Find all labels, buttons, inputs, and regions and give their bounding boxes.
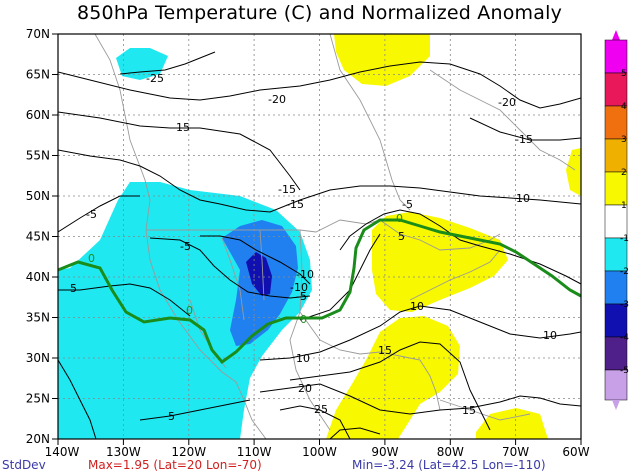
lon-label: 110W bbox=[237, 445, 272, 459]
contour-label: -15 bbox=[172, 121, 190, 134]
colorbar-label: -2 bbox=[620, 267, 629, 277]
zero-label: 0 bbox=[396, 212, 403, 225]
colorbar-label: -3 bbox=[620, 300, 629, 310]
positive-anomaly-region-central bbox=[372, 212, 508, 312]
contour-label: 5 bbox=[168, 410, 175, 423]
axis-ticks bbox=[52, 33, 582, 445]
lon-label: 100W bbox=[302, 445, 337, 459]
contour-label: -20 bbox=[498, 96, 516, 109]
positive-anomaly-region-east-edge bbox=[566, 148, 581, 196]
colorbar-top-triangle bbox=[612, 30, 620, 40]
zero-label: 0 bbox=[88, 252, 95, 265]
colorbar-label: -5 bbox=[620, 366, 629, 376]
contour-label: -25 bbox=[146, 72, 164, 85]
lat-label: 55N bbox=[26, 149, 50, 163]
contour-label: -5 bbox=[402, 198, 413, 211]
min-readout: Min=-3.24 (Lat=42.5 Lon=-110) bbox=[352, 458, 546, 472]
contour-label: -10 bbox=[296, 268, 314, 281]
lon-label: 60W bbox=[562, 445, 589, 459]
contour-label: 25 bbox=[314, 403, 328, 416]
longitude-labels: 140W 130W 120W 110W 100W 90W 80W 70W 60W bbox=[45, 445, 590, 459]
anomaly-minus3-region bbox=[246, 252, 272, 296]
colorbar-label: 3 bbox=[621, 135, 627, 145]
lat-label: 50N bbox=[26, 189, 50, 203]
zero-label: 0 bbox=[300, 313, 307, 326]
colorbar-label: -1 bbox=[620, 234, 629, 244]
contour-label: 15 bbox=[378, 344, 392, 357]
map-title: 850hPa Temperature (C) and Normalized An… bbox=[76, 2, 563, 24]
colorbar-label: 4 bbox=[621, 102, 627, 112]
contour-label: 15 bbox=[462, 404, 476, 417]
lat-label: 65N bbox=[26, 68, 50, 82]
lat-label: 35N bbox=[26, 311, 50, 325]
contour-label: -5 bbox=[86, 208, 97, 221]
lat-label: 60N bbox=[26, 108, 50, 122]
negative-anomaly-region-north bbox=[116, 48, 168, 80]
contour-label: -15 bbox=[278, 183, 296, 196]
negative-anomaly-region-south bbox=[135, 426, 190, 439]
footer-stats: StdDev Max=1.95 (Lat=20 Lon=-70) Min=-3.… bbox=[0, 458, 639, 474]
contour-label: -5 bbox=[180, 240, 191, 253]
temperature-contours bbox=[58, 51, 581, 439]
lat-label: 40N bbox=[26, 270, 50, 284]
max-readout: Max=1.95 (Lat=20 Lon=-70) bbox=[88, 458, 262, 472]
lat-label: 25N bbox=[26, 392, 50, 406]
colorbar-label: 5 bbox=[621, 69, 627, 79]
colorbar: 5 4 3 2 1 -1 -2 -3 -4 -5 bbox=[604, 30, 629, 410]
contour-label: 10 bbox=[516, 192, 530, 205]
colorbar-bottom-triangle bbox=[612, 400, 620, 410]
lon-label: 120W bbox=[171, 445, 206, 459]
stddev-label: StdDev bbox=[2, 458, 46, 472]
contour-label: -15 bbox=[286, 198, 304, 211]
contour-label: 5 bbox=[398, 230, 405, 243]
contour-label: -5 bbox=[296, 290, 307, 303]
lat-label: 70N bbox=[26, 27, 50, 41]
contour-label: -10 bbox=[290, 281, 308, 294]
positive-anomaly-region-north bbox=[334, 34, 430, 86]
lat-label: 20N bbox=[26, 432, 50, 446]
lat-label: 45N bbox=[26, 230, 50, 244]
contour-labels: -25 -20 -20 -15 -15 -15 -15 -10 -10 -5 -… bbox=[70, 72, 557, 423]
zero-isotherm bbox=[58, 218, 581, 365]
positive-anomaly-region-southeast bbox=[476, 408, 548, 439]
colorbar-labels: 5 4 3 2 1 -1 -2 -3 -4 -5 bbox=[620, 69, 629, 376]
lon-label: 90W bbox=[371, 445, 398, 459]
lon-label: 80W bbox=[437, 445, 464, 459]
lon-label: 70W bbox=[502, 445, 529, 459]
anomaly-shading bbox=[58, 34, 581, 439]
colorbar-label: -4 bbox=[620, 333, 629, 343]
colorbar-label: 1 bbox=[621, 201, 627, 211]
positive-anomaly-region-gulf bbox=[326, 316, 460, 439]
latitude-labels: 70N 65N 60N 55N 50N 45N 40N 35N 30N 25N … bbox=[26, 27, 50, 446]
lon-label: 140W bbox=[45, 445, 80, 459]
lon-label: 130W bbox=[106, 445, 141, 459]
zero-label: 0 bbox=[186, 304, 193, 317]
contour-label: 10 bbox=[543, 329, 557, 342]
contour-label: -20 bbox=[268, 93, 286, 106]
colorbar-label: 2 bbox=[621, 168, 627, 178]
contour-label: 5 bbox=[70, 282, 77, 295]
contour-label: -15 bbox=[515, 133, 533, 146]
lat-label: 30N bbox=[26, 351, 50, 365]
contour-label: 10 bbox=[296, 352, 310, 365]
contour-label: 10 bbox=[410, 300, 424, 313]
contour-label: 20 bbox=[298, 382, 312, 395]
